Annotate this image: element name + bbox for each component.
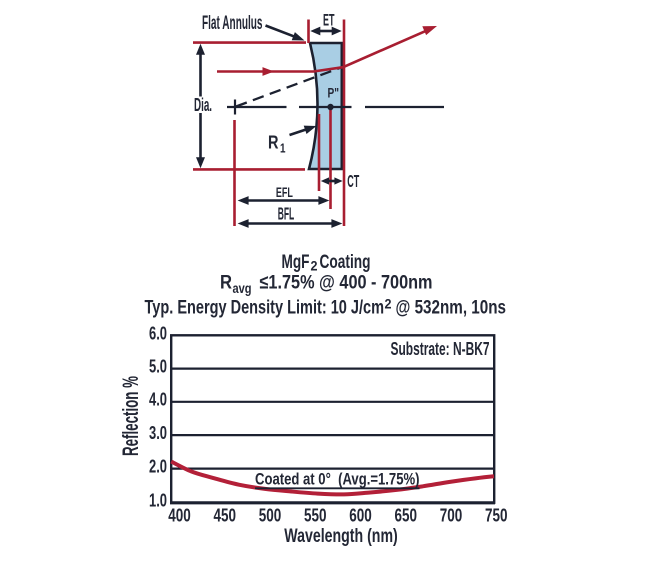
svg-text:Dia.: Dia. <box>194 95 212 115</box>
svg-text:600: 600 <box>349 505 372 526</box>
svg-text:≤1.75% @ 400 - 700nm: ≤1.75% @ 400 - 700nm <box>260 272 433 294</box>
svg-text:700: 700 <box>440 505 463 526</box>
svg-text:2.0: 2.0 <box>149 456 167 477</box>
svg-text:Wavelength (nm): Wavelength (nm) <box>284 525 398 547</box>
svg-text:1.0: 1.0 <box>149 490 167 511</box>
svg-text:650: 650 <box>395 505 418 526</box>
svg-text:Substrate: N-BK7: Substrate: N-BK7 <box>391 338 490 359</box>
svg-text:3.0: 3.0 <box>149 422 167 443</box>
svg-text:750: 750 <box>485 505 508 526</box>
svg-text:1: 1 <box>280 141 286 156</box>
svg-text:Flat Annulus: Flat Annulus <box>202 13 263 34</box>
svg-text:P": P" <box>328 85 340 100</box>
svg-text:@ 532nm, 10ns: @ 532nm, 10ns <box>396 297 507 319</box>
svg-text:6.0: 6.0 <box>149 323 167 344</box>
svg-text:avg: avg <box>233 281 252 296</box>
svg-text:BFL: BFL <box>278 203 295 223</box>
svg-text:Coating: Coating <box>320 251 371 273</box>
svg-text:400: 400 <box>168 505 191 526</box>
svg-text:CT: CT <box>347 171 359 191</box>
svg-text:2: 2 <box>385 297 392 312</box>
svg-text:500: 500 <box>259 505 282 526</box>
svg-text:5.0: 5.0 <box>149 356 167 377</box>
svg-text:ET: ET <box>323 10 335 29</box>
svg-text:Typ. Energy Density Limit: 10: Typ. Energy Density Limit: 10 J/cm <box>145 297 385 319</box>
svg-text:R: R <box>220 272 232 294</box>
svg-text:550: 550 <box>304 505 327 526</box>
svg-text:4.0: 4.0 <box>149 389 167 410</box>
svg-text:Coated at 0° (Avg.=1.75%): Coated at 0° (Avg.=1.75%) <box>255 470 420 489</box>
svg-text:EFL: EFL <box>276 184 293 200</box>
svg-text:2: 2 <box>311 258 318 274</box>
svg-text:MgF: MgF <box>282 251 310 273</box>
svg-text:R: R <box>268 133 279 153</box>
svg-text:450: 450 <box>214 505 237 526</box>
svg-text:Reflection %: Reflection % <box>118 376 143 456</box>
